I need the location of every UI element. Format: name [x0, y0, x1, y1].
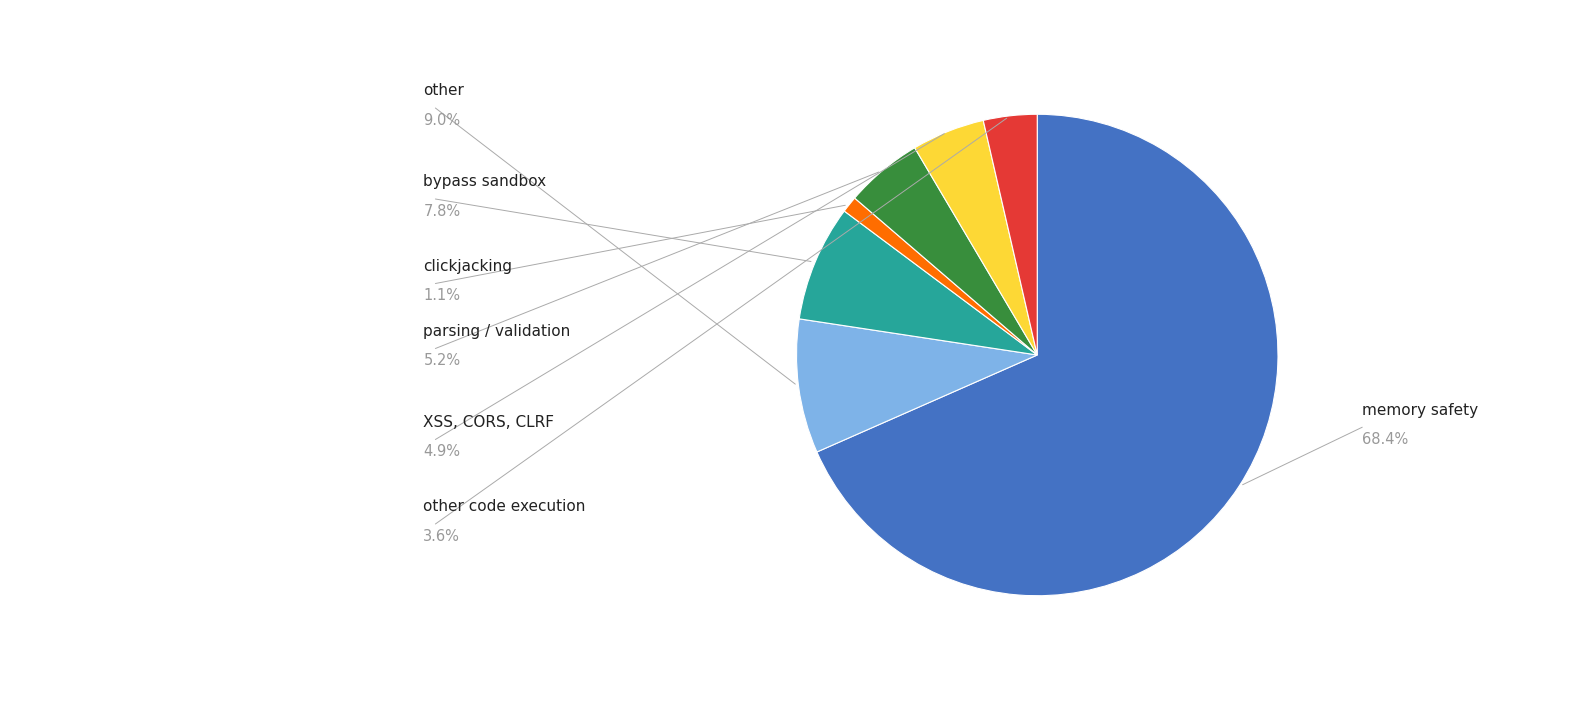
Text: parsing / validation: parsing / validation	[424, 324, 571, 339]
Wedge shape	[914, 121, 1038, 355]
Text: 1.1%: 1.1%	[424, 288, 460, 303]
Text: XSS, CORS, CLRF: XSS, CORS, CLRF	[424, 415, 554, 430]
Text: other code execution: other code execution	[424, 499, 585, 514]
Text: clickjacking: clickjacking	[424, 259, 513, 274]
Wedge shape	[799, 211, 1038, 355]
Wedge shape	[796, 319, 1038, 452]
Text: bypass sandbox: bypass sandbox	[424, 175, 546, 190]
Wedge shape	[845, 198, 1038, 355]
Text: other: other	[424, 83, 464, 99]
Wedge shape	[984, 114, 1038, 355]
Text: 7.8%: 7.8%	[424, 204, 460, 219]
Text: 9.0%: 9.0%	[424, 113, 460, 128]
Text: 3.6%: 3.6%	[424, 529, 460, 544]
Text: memory safety: memory safety	[1362, 403, 1478, 417]
Wedge shape	[854, 148, 1038, 355]
Text: 68.4%: 68.4%	[1362, 432, 1408, 447]
Wedge shape	[816, 114, 1278, 596]
Text: 4.9%: 4.9%	[424, 444, 460, 459]
Text: 5.2%: 5.2%	[424, 354, 460, 368]
